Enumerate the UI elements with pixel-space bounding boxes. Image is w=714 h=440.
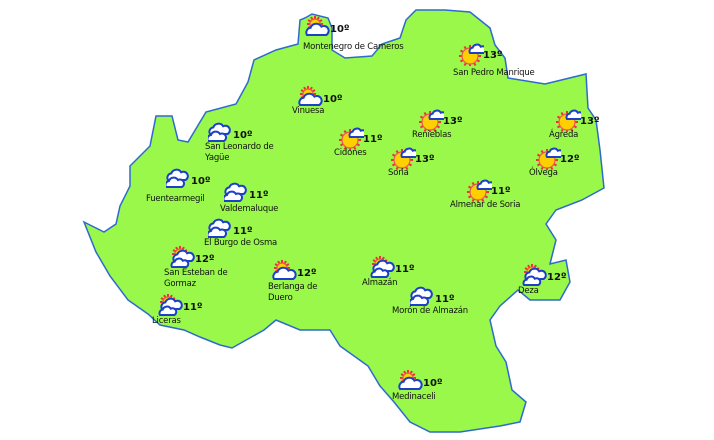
- station-name: Renieblas: [412, 130, 452, 140]
- temperature: 11º: [183, 302, 203, 313]
- sun-small-cloud-icon: [391, 147, 416, 170]
- station-name: Almazán: [362, 278, 398, 288]
- temperature: 12º: [195, 254, 215, 265]
- temperature: 10º: [191, 176, 211, 187]
- cloudy-icon: [208, 218, 231, 238]
- sun-behind-clouds-icon: [158, 294, 183, 316]
- station-name: El Burgo de Osma: [204, 238, 278, 248]
- temperature: 10º: [323, 94, 343, 105]
- station-name: San Leonardo de Yagüe: [205, 142, 274, 163]
- temperature: 10º: [233, 130, 253, 141]
- temperature: 11º: [249, 190, 269, 201]
- station-name: Valdemaluque: [220, 204, 279, 214]
- cloudy-icon: [208, 122, 231, 142]
- station-name: Medinaceli: [392, 392, 436, 402]
- temperature: 13º: [483, 50, 503, 61]
- sun-small-cloud-icon: [419, 109, 444, 132]
- sun-small-cloud-icon: [339, 127, 364, 150]
- station-name: Vinuesa: [292, 106, 325, 116]
- partly-cloudy-icon: [398, 370, 423, 390]
- temperature: 13º: [443, 116, 463, 127]
- temperature: 10º: [330, 24, 350, 35]
- station-name: Deza: [518, 286, 539, 296]
- temperature: 11º: [363, 134, 383, 145]
- station-name: Ólvega: [529, 168, 558, 178]
- station-name: Liceras: [152, 316, 181, 326]
- sun-behind-clouds-icon: [522, 264, 547, 286]
- partly-cloudy-icon: [298, 86, 323, 106]
- sun-small-cloud-icon: [556, 109, 581, 132]
- sun-small-cloud-icon: [459, 43, 484, 66]
- temperature: 13º: [580, 116, 600, 127]
- cloudy-icon: [224, 182, 247, 202]
- station-name: Berlanga de Duero: [268, 282, 318, 303]
- station-name: Fuentearmegil: [146, 194, 205, 204]
- temperature: 11º: [395, 264, 415, 275]
- temperature: 11º: [233, 226, 253, 237]
- sun-behind-clouds-icon: [170, 246, 195, 268]
- station-name: Ágreda: [549, 130, 579, 140]
- partly-cloudy-icon: [272, 260, 297, 280]
- station-name: Morón de Almazán: [392, 306, 468, 316]
- temperature: 10º: [423, 378, 443, 389]
- temperature: 12º: [547, 272, 567, 283]
- temperature: 12º: [297, 268, 317, 279]
- station-name: San Pedro Manrique: [453, 68, 535, 78]
- cloudy-icon: [166, 168, 189, 188]
- temperature: 12º: [560, 154, 580, 165]
- station-name: Montenegro de Cameros: [303, 42, 404, 52]
- cloudy-icon: [410, 286, 433, 306]
- province-shape: [82, 9, 605, 433]
- station-name: San Esteban de Gormaz: [164, 268, 228, 289]
- sun-small-cloud-icon: [536, 147, 561, 170]
- sun-small-cloud-icon: [467, 179, 492, 202]
- temperature: 11º: [435, 294, 455, 305]
- temperature: 13º: [415, 154, 435, 165]
- station-name: Cidones: [334, 148, 367, 158]
- sun-behind-clouds-icon: [370, 256, 395, 278]
- temperature: 11º: [491, 186, 511, 197]
- station-name: Soria: [388, 168, 409, 178]
- partly-cloudy-icon: [305, 16, 330, 36]
- station-name: Almenar de Soria: [450, 200, 521, 210]
